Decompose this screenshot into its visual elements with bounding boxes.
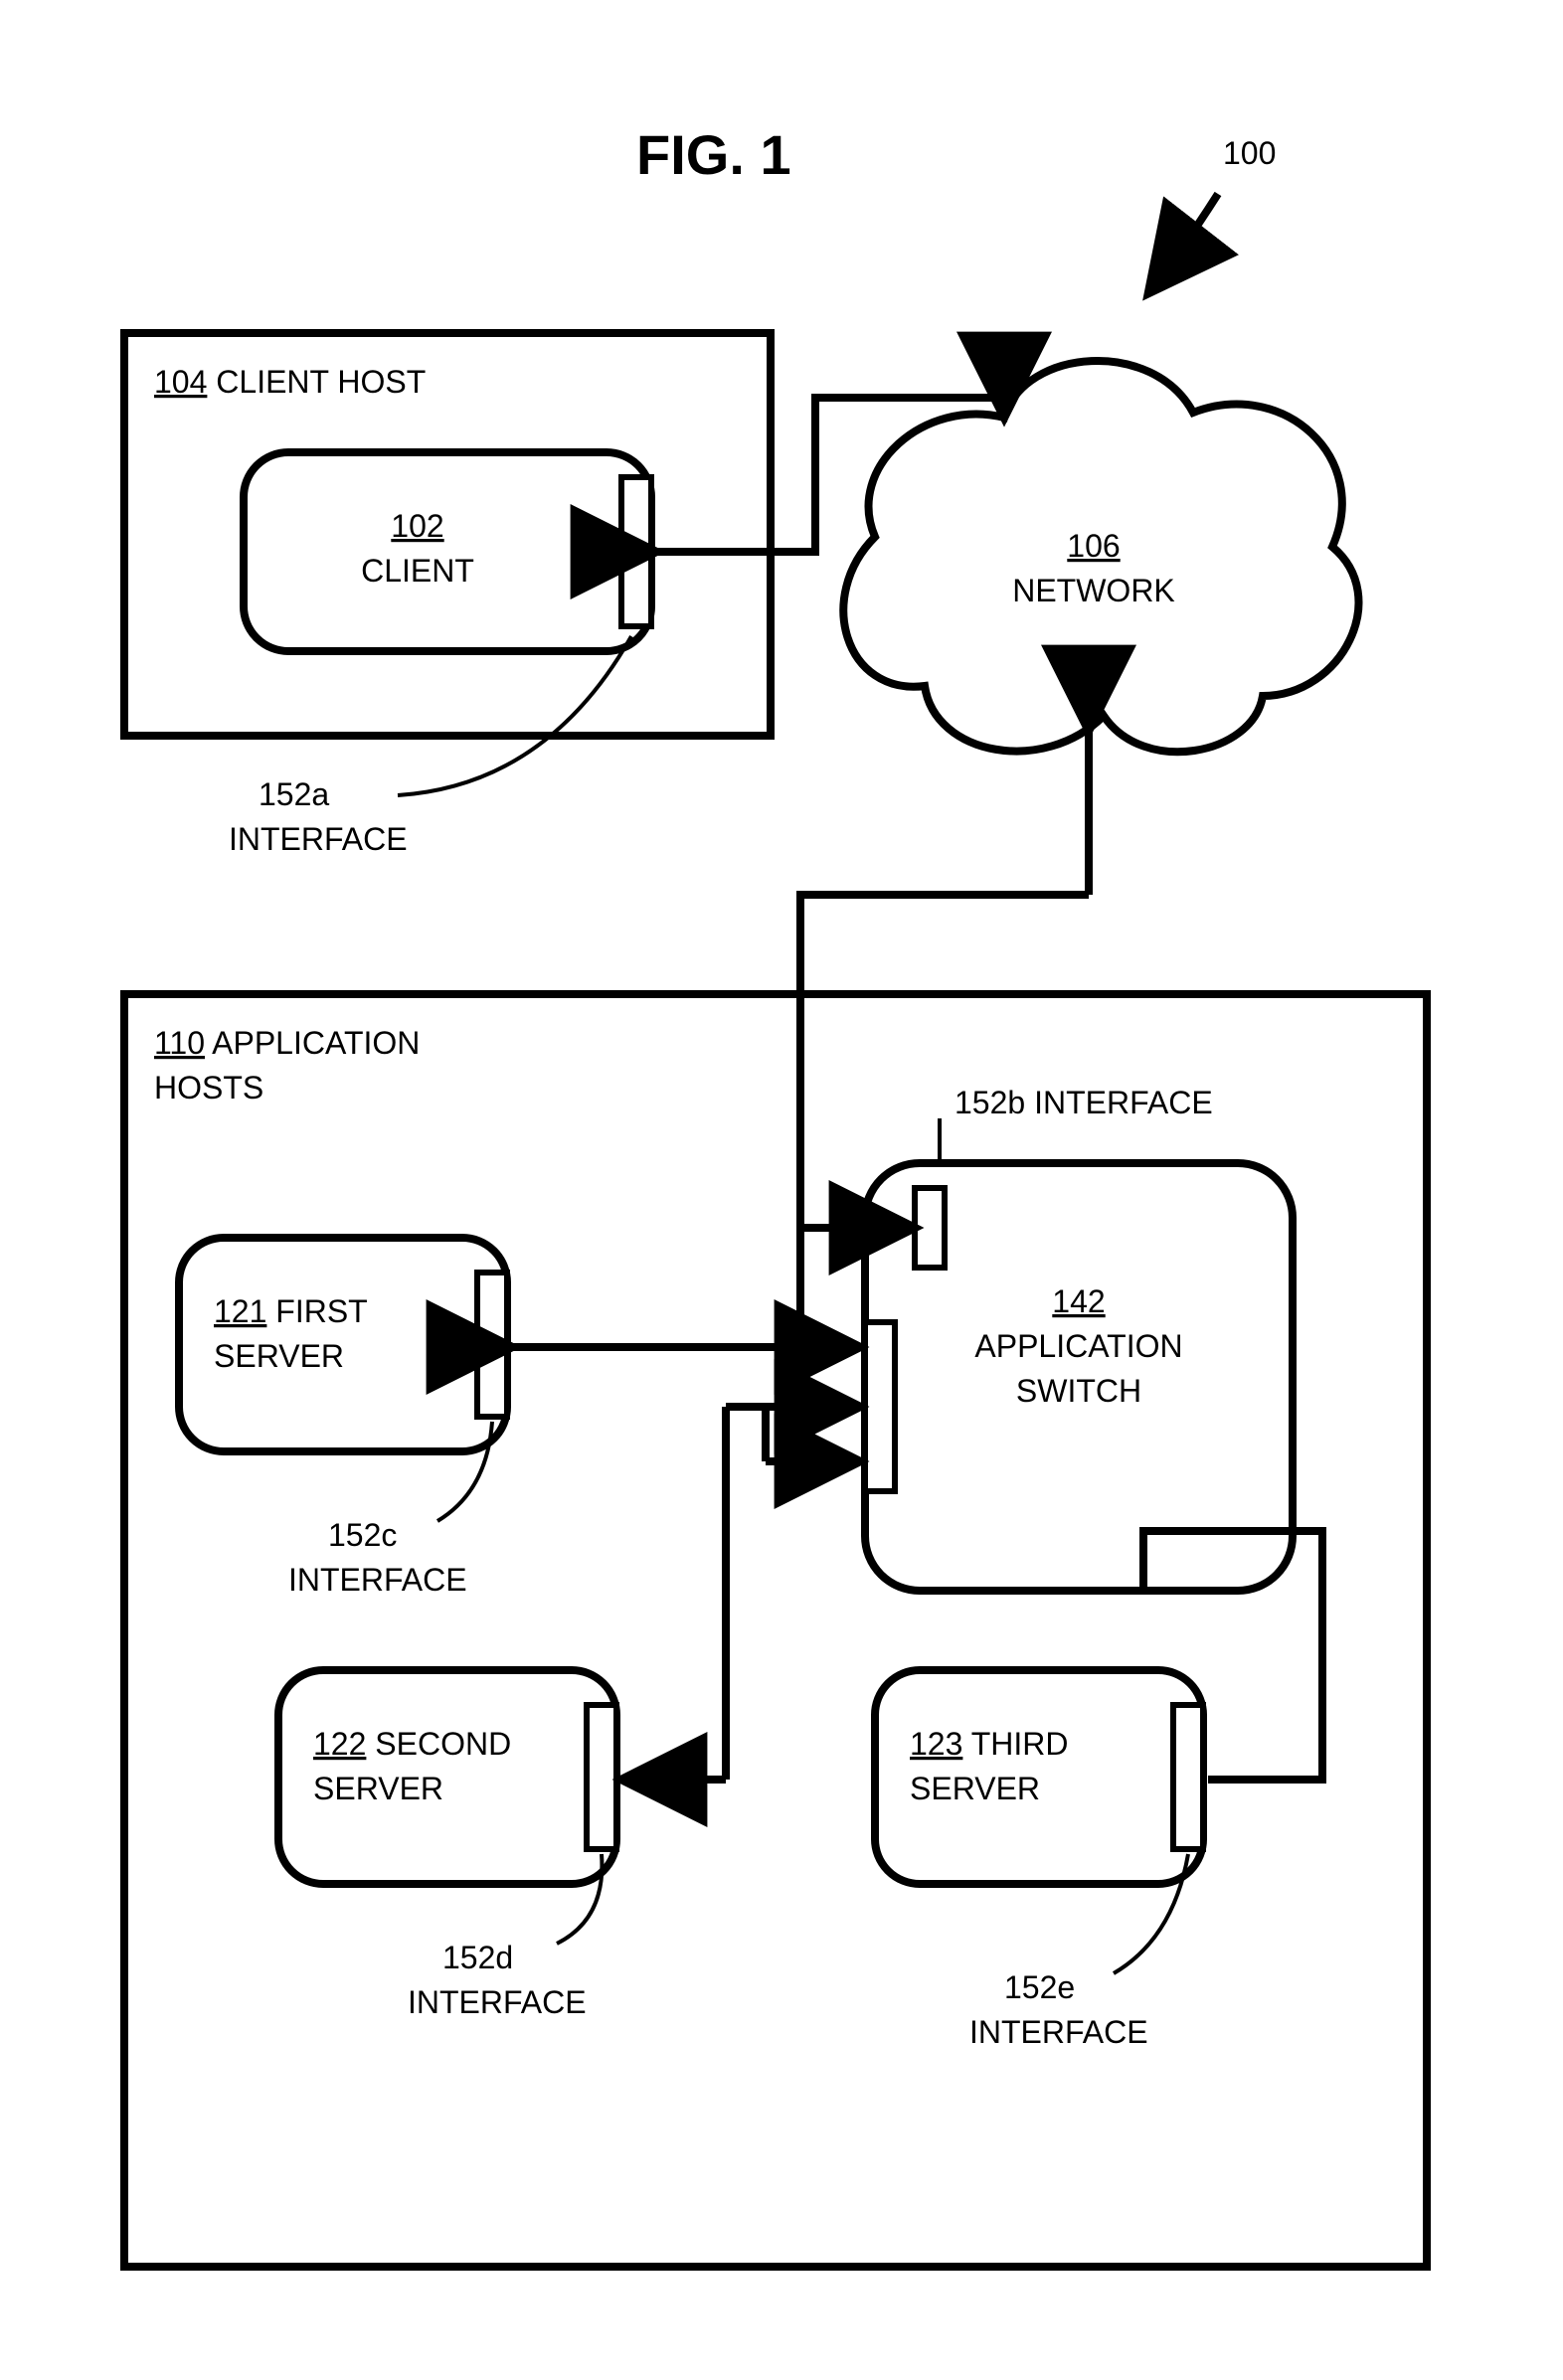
iface-d-num: 152d xyxy=(442,1940,513,1975)
third-server-l2: SERVER xyxy=(910,1771,1040,1806)
third-server-iface xyxy=(1173,1705,1203,1849)
diagram-svg: FIG. 1 100 104 CLIENT HOST 102 CLIENT 15… xyxy=(0,0,1563,2380)
iface-a-label: INTERFACE xyxy=(229,821,408,857)
client-box xyxy=(244,452,651,651)
leader-100 xyxy=(1148,194,1218,293)
second-server-l2: SERVER xyxy=(313,1771,443,1806)
app-switch-iface-left xyxy=(865,1322,895,1491)
iface-d-label: INTERFACE xyxy=(408,1984,587,2020)
third-server-num: 123 THIRD xyxy=(910,1726,1068,1762)
app-switch-l1: APPLICATION xyxy=(974,1328,1182,1364)
first-server-num: 121 FIRST xyxy=(214,1293,368,1329)
client-host-num: 104 CLIENT HOST xyxy=(154,364,426,400)
iface-c-label: INTERFACE xyxy=(288,1562,467,1598)
first-server-iface xyxy=(477,1273,507,1417)
iface-e-num: 152e xyxy=(1004,1969,1075,2005)
iface-b-label: 152b INTERFACE xyxy=(955,1085,1213,1120)
second-server-num: 122 SECOND xyxy=(313,1726,511,1762)
iface-a-num: 152a xyxy=(259,776,329,812)
iface-e-label: INTERFACE xyxy=(969,2014,1148,2050)
refnum-100: 100 xyxy=(1223,135,1276,171)
app-hosts-num: 110 APPLICATION xyxy=(154,1025,420,1061)
network-num: 106 xyxy=(1067,528,1120,564)
client-label: CLIENT xyxy=(361,553,474,589)
figure-title: FIG. 1 xyxy=(636,123,791,186)
iface-c-num: 152c xyxy=(328,1517,397,1553)
network-label: NETWORK xyxy=(1012,573,1175,608)
client-interface-tab xyxy=(621,477,651,626)
app-switch-l2: SWITCH xyxy=(1016,1373,1141,1409)
app-hosts-label2: HOSTS xyxy=(154,1070,263,1105)
first-server-l2: SERVER xyxy=(214,1338,344,1374)
second-server-iface xyxy=(587,1705,616,1849)
app-switch-num: 142 xyxy=(1052,1283,1105,1319)
client-num: 102 xyxy=(391,508,443,544)
leader-152a xyxy=(398,636,631,795)
app-switch-iface-top xyxy=(915,1188,945,1268)
